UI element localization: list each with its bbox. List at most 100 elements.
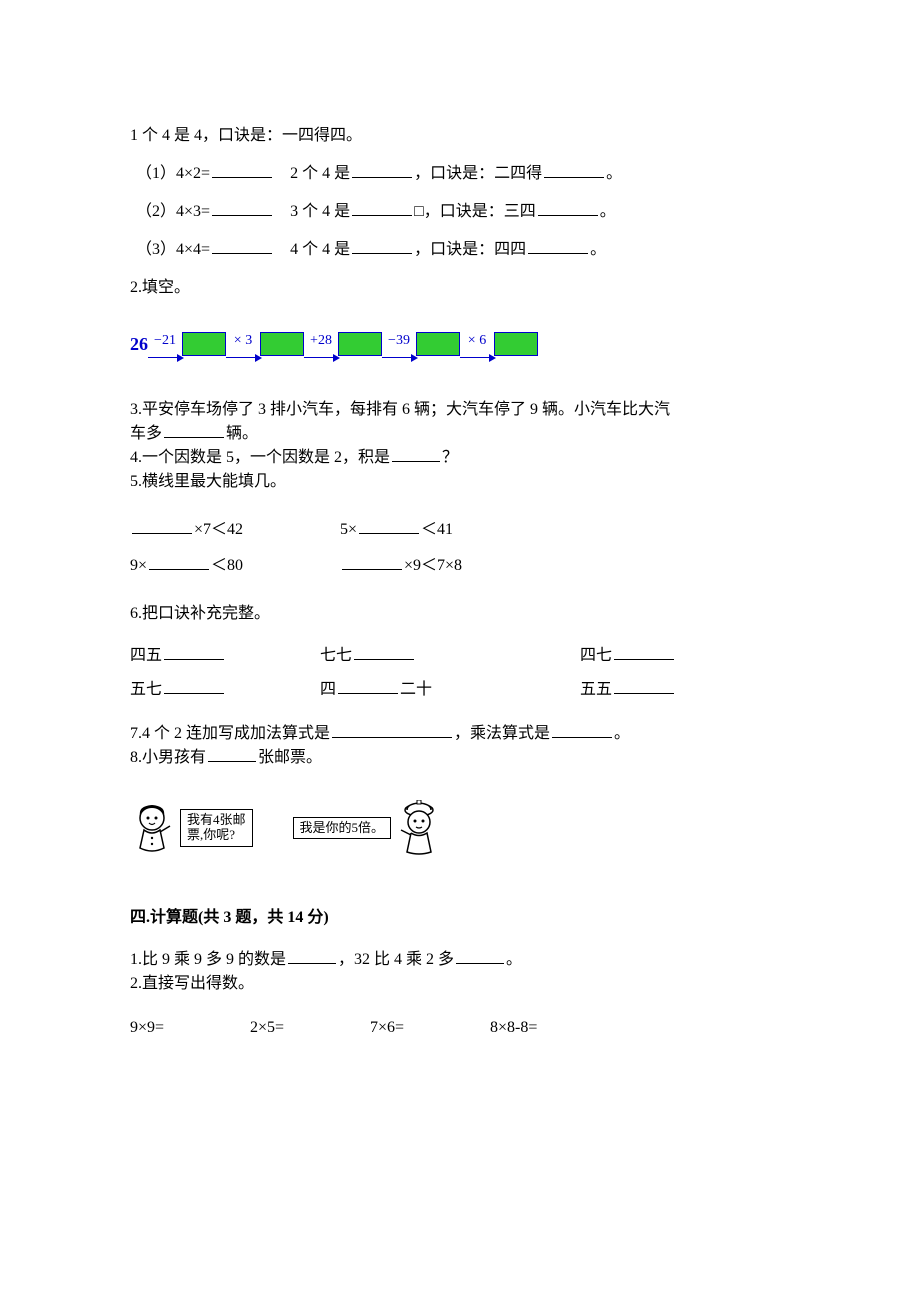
boy-character: 我是你的5倍。 — [293, 800, 442, 856]
bubble2-text: 我是你的5倍。 — [300, 820, 385, 835]
q1-1-tail2: 。 — [606, 165, 622, 182]
q6-r1a-text: 四五 — [130, 647, 162, 664]
blank — [164, 423, 224, 438]
q1-1-mid: 2 个 4 是 — [290, 165, 350, 182]
speech-bubble-boy: 我是你的5倍。 — [293, 817, 392, 840]
blank — [208, 747, 256, 762]
blank — [352, 163, 412, 178]
flow-box — [338, 332, 382, 356]
flow-box — [416, 332, 460, 356]
blank — [392, 447, 440, 462]
blank — [149, 555, 209, 570]
q6-r1c-text: 四七 — [580, 647, 612, 664]
blank — [332, 723, 452, 738]
q1-2-box: □ — [414, 203, 424, 220]
sec4-q1-t2: ，32 比 4 乘 2 多 — [338, 951, 454, 968]
q1-2-prefix: （2）4×3= — [136, 203, 210, 220]
blank — [359, 519, 419, 534]
blank — [456, 949, 504, 964]
q6-row1: 四五 七七 四七 — [130, 644, 790, 668]
blank — [338, 679, 398, 694]
q2-title: 2.填空。 — [130, 276, 790, 300]
q6-r1c: 四七 — [580, 644, 790, 668]
blank — [212, 239, 272, 254]
blank — [528, 239, 588, 254]
blank — [164, 679, 224, 694]
blank — [538, 201, 598, 216]
flow-op-4: −39 — [382, 330, 416, 358]
q3-t3: 辆。 — [226, 425, 258, 442]
q4: 4.一个因数是 5，一个因数是 2，积是 ？ — [130, 446, 790, 470]
q7-t2: ，乘法算式是 — [454, 725, 550, 742]
q6-r1a: 四五 — [130, 644, 320, 668]
arrow-icon — [460, 357, 494, 358]
q5-r1b-pre: 5× — [340, 521, 357, 538]
q6-r2a-text: 五七 — [130, 681, 162, 698]
q8-t2: 张邮票。 — [258, 749, 322, 766]
blank — [544, 163, 604, 178]
q3-t2: 车多 — [130, 425, 162, 442]
arrow-icon — [226, 357, 260, 358]
flow-op-3: +28 — [304, 330, 338, 358]
blank — [342, 555, 402, 570]
q5-r1b: 5×＜41 — [340, 518, 790, 542]
flow-box — [182, 332, 226, 356]
flow-op-label: × 6 — [468, 330, 486, 351]
q6-r2b-pre: 四 — [320, 681, 336, 698]
blank — [552, 723, 612, 738]
q5-r2a-suf: ＜80 — [211, 557, 243, 574]
q1-2: （2）4×3= 3 个 4 是□，口诀是：三四。 — [130, 200, 790, 224]
bubble1-line1: 我有4张邮 — [187, 813, 246, 828]
q6-r2a: 五七 — [130, 678, 320, 702]
q6-row2: 五七 四二十 五五 — [130, 678, 790, 702]
q1-2-mid: 3 个 4 是 — [290, 203, 350, 220]
blank — [352, 239, 412, 254]
q5-r1a: ×7＜42 — [130, 518, 340, 542]
q3: 3.平安停车场停了 3 排小汽车，每排有 6 辆；大汽车停了 9 辆。小汽车比大… — [130, 398, 790, 446]
blank — [212, 201, 272, 216]
q1-1: （1）4×2= 2 个 4 是，口诀是：二四得。 — [130, 162, 790, 186]
flow-op-2: × 3 — [226, 330, 260, 358]
q1-3-prefix: （3）4×4= — [136, 241, 210, 258]
q6-r2b: 四二十 — [320, 678, 580, 702]
q5-row1: ×7＜42 5×＜41 — [130, 518, 790, 542]
q6-title: 6.把口诀补充完整。 — [130, 602, 790, 626]
sec4-q1-t3: 。 — [506, 951, 522, 968]
arrow-icon — [304, 357, 338, 358]
q5-r1a-text: ×7＜42 — [194, 521, 243, 538]
flow-chain: 26 −21 × 3 +28 −39 × 6 — [130, 330, 790, 358]
q4-t2: ？ — [442, 449, 458, 466]
blank — [614, 679, 674, 694]
flow-box — [494, 332, 538, 356]
q8-t1: 8.小男孩有 — [130, 749, 206, 766]
flow-op-label: −39 — [388, 330, 410, 351]
arrow-icon — [148, 357, 182, 358]
q3-line1: 3.平安停车场停了 3 排小汽车，每排有 6 辆；大汽车停了 9 辆。小汽车比大… — [130, 398, 790, 422]
boy-icon — [397, 800, 441, 856]
q5-title: 5.横线里最大能填几。 — [130, 470, 790, 494]
flow-box — [260, 332, 304, 356]
q7-t3: 。 — [614, 725, 630, 742]
q1-2-tail2: 。 — [600, 203, 616, 220]
sec4-q1: 1.比 9 乘 9 多 9 的数是，32 比 4 乘 2 多。 — [130, 948, 790, 972]
blank — [132, 519, 192, 534]
q5-r2b: ×9＜7×8 — [340, 554, 790, 578]
intro-line: 1 个 4 是 4，口诀是：一四得四。 — [130, 124, 790, 148]
illustration: 我有4张邮 票,你呢? 我是你的5倍。 — [130, 800, 790, 856]
q4-t1: 4.一个因数是 5，一个因数是 2，积是 — [130, 449, 390, 466]
eq-2: 2×5= — [250, 1016, 370, 1040]
eq-4: 8×8-8= — [490, 1016, 610, 1040]
q5-r2a: 9×＜80 — [130, 554, 340, 578]
q1-3-tail2: 。 — [590, 241, 606, 258]
q1-3-mid: 4 个 4 是 — [290, 241, 350, 258]
blank — [212, 163, 272, 178]
blank — [614, 645, 674, 660]
q3-line2: 车多 辆。 — [130, 422, 790, 446]
q6-r1b: 七七 — [320, 644, 580, 668]
q7-t1: 7.4 个 2 连加写成加法算式是 — [130, 725, 330, 742]
blank — [288, 949, 336, 964]
q1-1-prefix: （1）4×2= — [136, 165, 210, 182]
flow-start: 26 — [130, 331, 148, 358]
flow-op-label: +28 — [310, 330, 332, 351]
q6-r1b-text: 七七 — [320, 647, 352, 664]
